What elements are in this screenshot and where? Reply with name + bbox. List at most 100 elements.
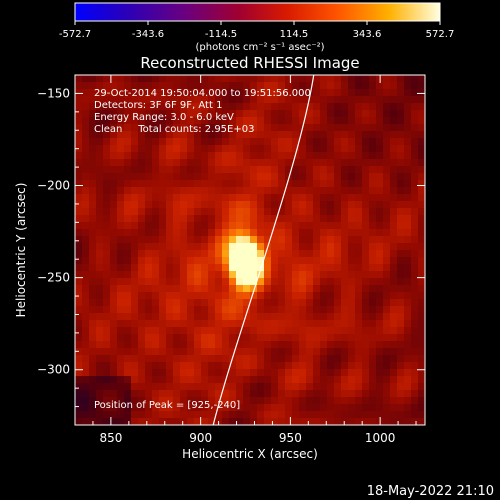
heatmap-cell bbox=[89, 173, 97, 181]
heatmap-cell bbox=[278, 264, 286, 272]
heatmap-cell bbox=[96, 390, 104, 398]
heatmap-cell bbox=[362, 299, 370, 307]
heatmap-cell bbox=[369, 180, 377, 188]
heatmap-cell bbox=[145, 369, 153, 377]
heatmap-cell bbox=[215, 187, 223, 195]
heatmap-cell bbox=[376, 271, 384, 279]
heatmap-cell bbox=[404, 96, 412, 104]
heatmap-cell bbox=[166, 306, 174, 314]
heatmap-cell bbox=[257, 173, 265, 181]
heatmap-cell bbox=[264, 110, 272, 118]
heatmap-cell bbox=[341, 201, 349, 209]
heatmap-cell bbox=[201, 194, 209, 202]
heatmap-cell bbox=[75, 166, 83, 174]
heatmap-cell bbox=[348, 278, 356, 286]
heatmap-cell bbox=[250, 138, 258, 146]
heatmap-cell bbox=[285, 299, 293, 307]
heatmap-cell bbox=[138, 411, 146, 419]
heatmap-cell bbox=[341, 138, 349, 146]
heatmap-cell bbox=[383, 89, 391, 97]
heatmap-cell bbox=[215, 299, 223, 307]
heatmap-cell bbox=[320, 292, 328, 300]
heatmap-cell bbox=[75, 194, 83, 202]
heatmap-cell bbox=[180, 327, 188, 335]
heatmap-cell bbox=[215, 215, 223, 223]
heatmap-cell bbox=[110, 243, 118, 251]
heatmap-cell bbox=[82, 411, 90, 419]
heatmap-cell bbox=[397, 152, 405, 160]
heatmap-cell bbox=[215, 397, 223, 405]
heatmap-cell bbox=[257, 236, 265, 244]
heatmap-cell bbox=[124, 110, 132, 118]
heatmap-cell bbox=[411, 222, 419, 230]
heatmap-cell bbox=[215, 271, 223, 279]
y-tick-label: −250 bbox=[37, 271, 70, 285]
heatmap-cell bbox=[166, 187, 174, 195]
heatmap-cell bbox=[187, 243, 195, 251]
heatmap-cell bbox=[82, 341, 90, 349]
heatmap-cell bbox=[82, 369, 90, 377]
heatmap-cell bbox=[194, 397, 202, 405]
heatmap-cell bbox=[173, 362, 181, 370]
heatmap-cell bbox=[243, 96, 251, 104]
heatmap-cell bbox=[89, 96, 97, 104]
heatmap-cell bbox=[257, 278, 265, 286]
heatmap-cell bbox=[411, 306, 419, 314]
heatmap-cell bbox=[257, 418, 265, 425]
heatmap-cell bbox=[89, 257, 97, 265]
heatmap-cell bbox=[390, 355, 398, 363]
heatmap-cell bbox=[306, 159, 314, 167]
heatmap-cell bbox=[131, 117, 139, 125]
heatmap-cell bbox=[187, 313, 195, 321]
heatmap-cell bbox=[222, 243, 230, 251]
heatmap-cell bbox=[166, 243, 174, 251]
heatmap-cell bbox=[201, 89, 209, 97]
heatmap-cell bbox=[376, 222, 384, 230]
heatmap-cell bbox=[194, 187, 202, 195]
heatmap-cell bbox=[285, 376, 293, 384]
heatmap-cell bbox=[285, 103, 293, 111]
heatmap-cell bbox=[173, 194, 181, 202]
heatmap-cell bbox=[110, 397, 118, 405]
heatmap-cell bbox=[292, 299, 300, 307]
heatmap-cell bbox=[404, 208, 412, 216]
heatmap-cell bbox=[110, 180, 118, 188]
heatmap-cell bbox=[257, 257, 265, 265]
heatmap-cell bbox=[117, 327, 125, 335]
heatmap-cell bbox=[138, 348, 146, 356]
heatmap-cell bbox=[418, 236, 425, 244]
heatmap-cell bbox=[236, 327, 244, 335]
heatmap-cell bbox=[117, 89, 125, 97]
heatmap-cell bbox=[166, 285, 174, 293]
heatmap-cell bbox=[131, 75, 139, 83]
heatmap-cell bbox=[362, 411, 370, 419]
heatmap-cell bbox=[187, 145, 195, 153]
heatmap-cell bbox=[397, 180, 405, 188]
heatmap-cell bbox=[243, 124, 251, 132]
heatmap-cell bbox=[89, 313, 97, 321]
heatmap-cell bbox=[313, 187, 321, 195]
heatmap-cell bbox=[138, 285, 146, 293]
heatmap-cell bbox=[418, 355, 425, 363]
heatmap-cell bbox=[313, 173, 321, 181]
heatmap-cell bbox=[89, 264, 97, 272]
heatmap-cell bbox=[376, 292, 384, 300]
heatmap-cell bbox=[194, 173, 202, 181]
heatmap-cell bbox=[292, 257, 300, 265]
heatmap-cell bbox=[89, 117, 97, 125]
heatmap-cell bbox=[257, 82, 265, 90]
heatmap-cell bbox=[376, 243, 384, 251]
heatmap-cell bbox=[159, 278, 167, 286]
heatmap-cell bbox=[411, 355, 419, 363]
heatmap-cell bbox=[404, 236, 412, 244]
heatmap-cell bbox=[250, 166, 258, 174]
heatmap-cell bbox=[166, 180, 174, 188]
heatmap-cell bbox=[348, 271, 356, 279]
heatmap-cell bbox=[131, 320, 139, 328]
heatmap-cell bbox=[173, 124, 181, 132]
heatmap-cell bbox=[82, 173, 90, 181]
heatmap-cell bbox=[369, 110, 377, 118]
heatmap-cell bbox=[243, 369, 251, 377]
heatmap-cell bbox=[376, 285, 384, 293]
heatmap-cell bbox=[89, 180, 97, 188]
